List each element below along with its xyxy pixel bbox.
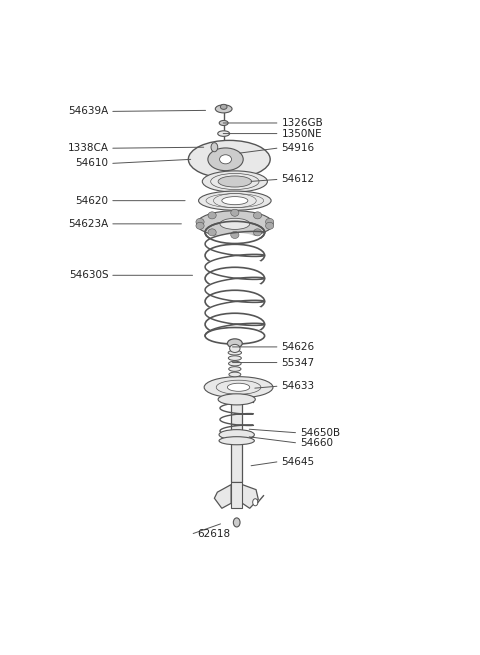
Text: 54620: 54620 xyxy=(75,196,108,206)
Text: 54610: 54610 xyxy=(75,159,108,168)
FancyBboxPatch shape xyxy=(231,402,242,482)
Ellipse shape xyxy=(228,383,250,391)
Polygon shape xyxy=(215,485,231,508)
Polygon shape xyxy=(242,485,258,508)
Ellipse shape xyxy=(220,218,250,229)
Ellipse shape xyxy=(229,345,240,352)
Text: 54623A: 54623A xyxy=(68,219,108,229)
Ellipse shape xyxy=(205,302,264,324)
Ellipse shape xyxy=(188,140,270,178)
Ellipse shape xyxy=(228,339,242,348)
Ellipse shape xyxy=(218,131,229,136)
Ellipse shape xyxy=(228,362,241,366)
Text: 54626: 54626 xyxy=(281,342,314,352)
Ellipse shape xyxy=(202,171,267,192)
Ellipse shape xyxy=(208,229,216,236)
Text: 54633: 54633 xyxy=(281,381,314,391)
Ellipse shape xyxy=(218,394,255,405)
Text: 54639A: 54639A xyxy=(68,106,108,117)
Text: 54645: 54645 xyxy=(281,457,314,467)
Ellipse shape xyxy=(253,229,262,236)
Ellipse shape xyxy=(231,231,239,238)
Text: 1350NE: 1350NE xyxy=(281,128,322,139)
Ellipse shape xyxy=(219,430,254,440)
Ellipse shape xyxy=(196,222,204,229)
Ellipse shape xyxy=(197,211,273,237)
Text: 55347: 55347 xyxy=(281,358,314,367)
Ellipse shape xyxy=(199,191,271,210)
Ellipse shape xyxy=(205,279,264,301)
Ellipse shape xyxy=(253,212,262,219)
Ellipse shape xyxy=(229,372,241,377)
Text: 1338CA: 1338CA xyxy=(67,143,108,153)
Circle shape xyxy=(233,518,240,527)
FancyBboxPatch shape xyxy=(231,482,242,508)
Ellipse shape xyxy=(265,218,274,225)
Ellipse shape xyxy=(220,104,227,109)
Text: 54916: 54916 xyxy=(281,143,314,153)
Ellipse shape xyxy=(196,218,204,225)
Ellipse shape xyxy=(265,222,274,229)
Text: 1326GB: 1326GB xyxy=(281,118,323,128)
Ellipse shape xyxy=(205,325,264,347)
Ellipse shape xyxy=(205,256,264,278)
Text: 54630S: 54630S xyxy=(69,271,108,280)
Ellipse shape xyxy=(228,350,241,355)
Text: 54650B: 54650B xyxy=(300,428,340,438)
Circle shape xyxy=(252,498,258,506)
Ellipse shape xyxy=(228,356,241,360)
Ellipse shape xyxy=(219,437,254,445)
Ellipse shape xyxy=(208,212,216,219)
Circle shape xyxy=(211,143,218,152)
Ellipse shape xyxy=(231,209,239,216)
Ellipse shape xyxy=(222,196,248,205)
Ellipse shape xyxy=(204,377,273,398)
Text: 54612: 54612 xyxy=(281,174,314,185)
Ellipse shape xyxy=(205,233,264,255)
Text: 54660: 54660 xyxy=(300,438,333,448)
Ellipse shape xyxy=(219,121,228,126)
Ellipse shape xyxy=(208,148,243,171)
Ellipse shape xyxy=(228,367,241,371)
Ellipse shape xyxy=(218,176,252,187)
Ellipse shape xyxy=(219,155,231,164)
Ellipse shape xyxy=(216,105,232,113)
Text: 62618: 62618 xyxy=(198,529,231,538)
